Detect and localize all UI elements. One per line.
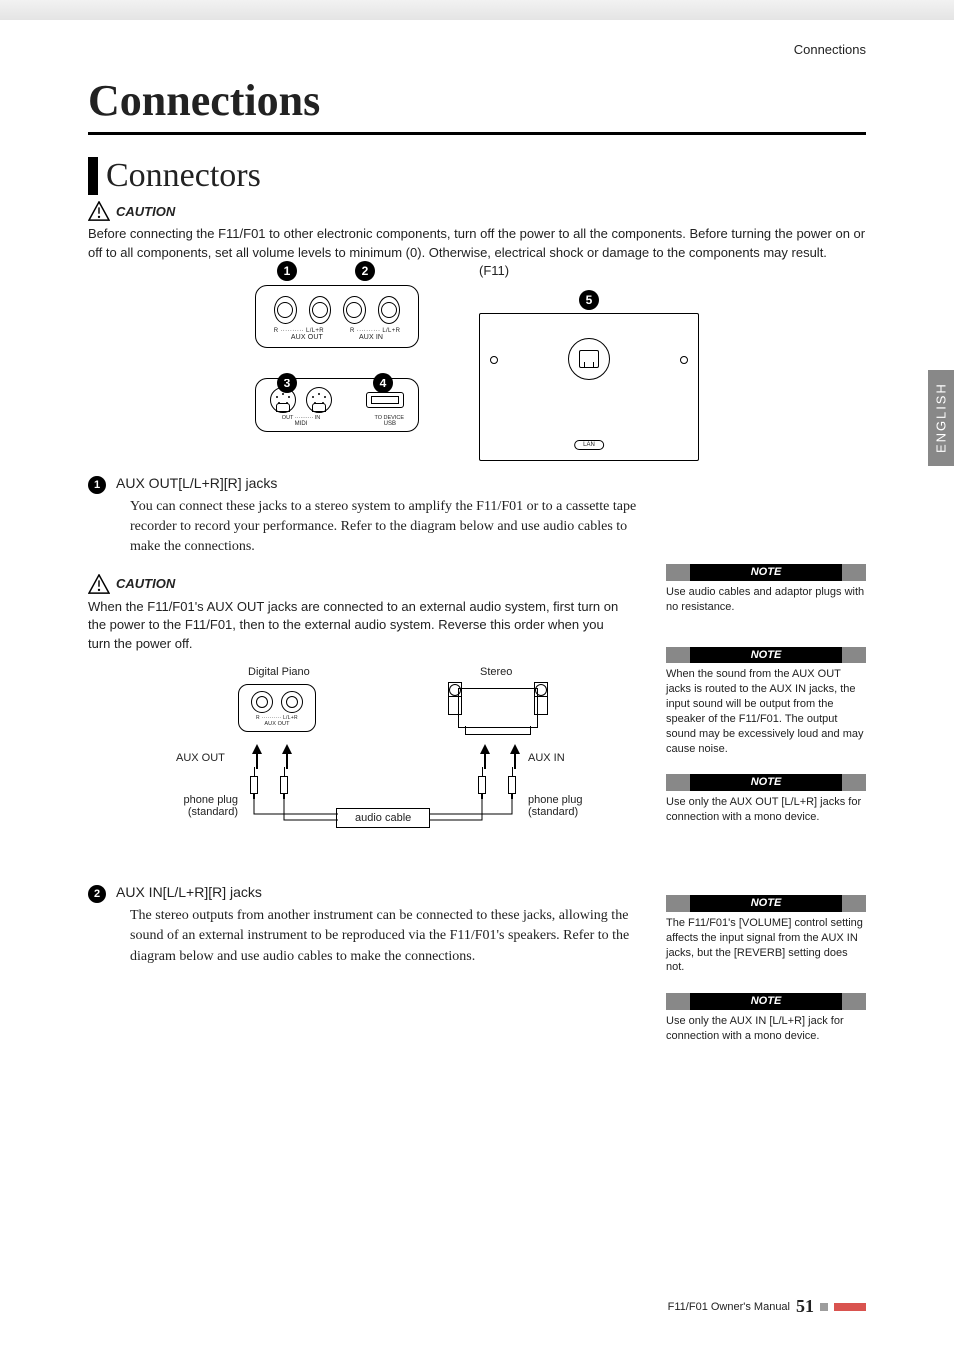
callout-5: 5	[579, 290, 599, 310]
section-heading: Connectors	[106, 157, 261, 195]
note-2: NOTE When the sound from the AUX OUT jac…	[666, 647, 866, 757]
caution-icon	[88, 201, 110, 221]
note-text: When the sound from the AUX OUT jacks is…	[666, 667, 866, 756]
section-heading-row: Connectors	[88, 157, 866, 195]
midi-usb-panel: OUT ·········· IN TO DEVICE MIDI USB	[255, 378, 419, 432]
note-1: NOTE Use audio cables and adaptor plugs …	[666, 564, 866, 615]
note-label: NOTE	[666, 564, 866, 581]
notes-column: NOTE Use audio cables and adaptor plugs …	[666, 564, 866, 1062]
aux-out-l-jack	[309, 296, 332, 324]
note-5: NOTE Use only the AUX IN [L/L+R] jack fo…	[666, 993, 866, 1044]
item-1-badge: 1	[88, 476, 106, 494]
aux-out-label: AUX OUT	[291, 334, 323, 341]
usb-to-device-slot	[366, 392, 404, 408]
wiring-aux-in-text: AUX IN	[528, 752, 565, 764]
caution-2-text: When the F11/F01's AUX OUT jacks are con…	[88, 598, 628, 655]
callout-2: 2	[355, 261, 375, 281]
caution-2-label: CAUTION	[116, 576, 175, 591]
aux-in-label: AUX IN	[359, 334, 383, 341]
wiring-aux-out-text: AUX OUT	[176, 752, 225, 764]
arrow-icon	[252, 744, 262, 754]
plug-icon	[508, 776, 516, 794]
note-label: NOTE	[666, 774, 866, 791]
aux-panel: R ·········· L/L+R R ·········· L/L+R AU…	[255, 285, 419, 348]
item-2-badge: 2	[88, 885, 106, 903]
arrow-icon	[510, 744, 520, 754]
footer-red-bar	[834, 1303, 866, 1311]
lan-port-label: LAN	[574, 440, 604, 450]
stereo-unit	[458, 688, 538, 728]
caution-1-header: CAUTION	[88, 201, 866, 221]
wiring-plug-left-label: phone plug (standard)	[158, 794, 238, 818]
item-2-body: The stereo outputs from another instrume…	[130, 906, 656, 967]
item-1-body: You can connect these jacks to a stereo …	[130, 497, 656, 558]
footer-grey-square	[820, 1303, 828, 1311]
lan-port	[568, 338, 610, 380]
wiring-stereo-label: Stereo	[480, 666, 512, 678]
note-text: Use only the AUX OUT [L/L+R] jacks for c…	[666, 795, 866, 825]
midi-in-port	[306, 387, 332, 413]
note-label: NOTE	[666, 647, 866, 664]
note-text: Use only the AUX IN [L/L+R] jack for con…	[666, 1014, 866, 1044]
footer-manual: F11/F01 Owner's Manual	[668, 1301, 790, 1313]
plug-icon	[280, 776, 288, 794]
note-4: NOTE The F11/F01's [VOLUME] control sett…	[666, 895, 866, 975]
note-label: NOTE	[666, 895, 866, 912]
note-text: The F11/F01's [VOLUME] control setting a…	[666, 916, 866, 975]
stereo-speaker-r	[534, 682, 548, 715]
lan-panel: 5 LAN	[479, 313, 699, 461]
connector-diagram: 1 2 R ·········· L/L+R R ·········· L/L+…	[88, 285, 866, 461]
callout-1: 1	[277, 261, 297, 281]
wiring-dp-label: Digital Piano	[248, 666, 310, 678]
wiring-panel-label: AUX OUT	[251, 721, 303, 728]
midi-out-port	[270, 387, 296, 413]
aux-out-r-jack	[274, 296, 297, 324]
caution-1-text: Before connecting the F11/F01 to other e…	[88, 225, 866, 263]
item-1: 1 AUX OUT[L/L+R][R] jacks You can connec…	[88, 475, 866, 558]
note-label: NOTE	[666, 993, 866, 1010]
usb-label: USB	[384, 421, 404, 427]
page-footer: F11/F01 Owner's Manual 51	[88, 1296, 866, 1317]
arrow-icon	[480, 744, 490, 754]
wiring-jack	[251, 691, 273, 713]
item-2-head: AUX IN[L/L+R][R] jacks	[116, 884, 656, 900]
arrow-icon	[282, 744, 292, 754]
footer-page-number: 51	[796, 1296, 814, 1317]
item-1-head: AUX OUT[L/L+R][R] jacks	[116, 475, 656, 491]
caution-icon	[88, 574, 110, 594]
running-header: Connections	[88, 42, 866, 57]
audio-cable-box: audio cable	[336, 808, 430, 828]
page-title: Connections	[88, 75, 866, 135]
wiring-aux-out-panel: R ·········· L/L+R AUX OUT	[238, 684, 316, 732]
midi-label: MIDI	[270, 421, 332, 427]
top-gradient-bar	[0, 0, 954, 20]
f11-label: (F11)	[479, 263, 509, 278]
aux-in-r-jack	[343, 296, 366, 324]
plug-icon	[478, 776, 486, 794]
aux-in-l-jack	[378, 296, 401, 324]
wiring-jack	[281, 691, 303, 713]
note-3: NOTE Use only the AUX OUT [L/L+R] jacks …	[666, 774, 866, 825]
caution-1-label: CAUTION	[116, 204, 175, 219]
plug-icon	[250, 776, 258, 794]
wiring-diagram: Digital Piano Stereo R ·········· L/L+R …	[148, 666, 608, 856]
wiring-plug-right-label: phone plug (standard)	[528, 794, 582, 818]
section-bar	[88, 157, 98, 195]
note-text: Use audio cables and adaptor plugs with …	[666, 585, 866, 615]
